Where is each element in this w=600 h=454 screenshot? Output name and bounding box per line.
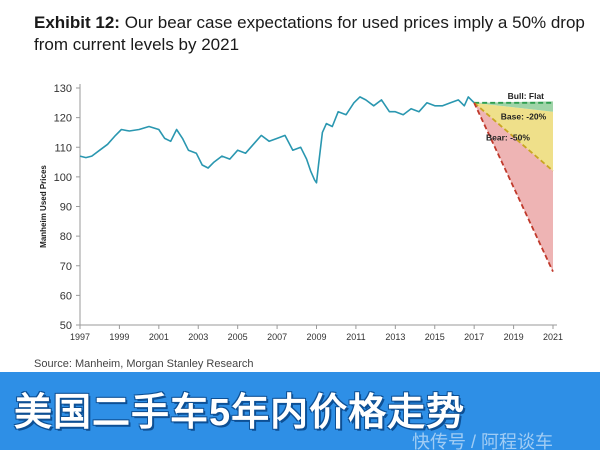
exhibit-label: Exhibit 12:	[34, 13, 120, 32]
x-tick-label: 2017	[464, 332, 484, 342]
y-tick-label: 60	[60, 290, 72, 302]
x-tick-label: 2011	[346, 332, 365, 342]
y-tick-label: 90	[60, 202, 72, 214]
y-tick-label: 130	[54, 83, 72, 95]
y-tick-label: 120	[54, 113, 72, 125]
x-tick-label: 2015	[425, 332, 445, 342]
watermark: 快传号 / 阿程谈车	[412, 432, 554, 452]
source-note: Source: Manheim, Morgan Stanley Research	[34, 358, 254, 370]
y-axis-label: Manheim Used Prices	[39, 165, 48, 248]
x-tick-label: 2003	[188, 332, 208, 342]
x-tick-label: 1999	[109, 332, 129, 342]
base-scenario-line	[473, 102, 554, 172]
x-tick-label: 2013	[385, 332, 405, 342]
series-line-manheim	[79, 96, 475, 184]
exhibit-title: Exhibit 12: Our bear case expectations f…	[34, 12, 590, 56]
x-tick-label: 2005	[228, 332, 248, 342]
bull-scenario-label: Bull: Flat	[508, 91, 545, 101]
y-tick-label: 50	[60, 320, 72, 332]
bear-scenario-line	[473, 102, 554, 273]
x-tick-label: 2009	[306, 332, 326, 342]
y-tick-label: 70	[60, 261, 72, 273]
chart-area: 50 60 70 80 90 100 110 120 130 1997 1999 2001 2003 20…	[0, 72, 600, 352]
x-tick-label: 2021	[543, 332, 563, 342]
x-tick-label: 2007	[267, 332, 287, 342]
x-tick-label: 2001	[149, 332, 169, 342]
chart-title: Our bear case expectations for used pric…	[34, 13, 585, 54]
x-tick-label: 2019	[504, 332, 524, 342]
bear-scenario-label: Bear: -50%	[486, 132, 530, 142]
x-tick-label: 1997	[70, 332, 90, 342]
y-tick-label: 80	[60, 231, 72, 243]
bull-scenario-area	[474, 101, 553, 112]
caption-banner	[0, 372, 600, 450]
y-tick-label: 110	[54, 142, 72, 154]
line-chart: 50 60 70 80 90 100 110 120 130 1997 1999 2001 2003 20…	[39, 83, 563, 342]
base-scenario-label: Base: -20%	[501, 112, 547, 122]
y-tick-label: 100	[54, 172, 72, 184]
caption-text: 美国二手车5年内价格走势	[14, 392, 466, 434]
